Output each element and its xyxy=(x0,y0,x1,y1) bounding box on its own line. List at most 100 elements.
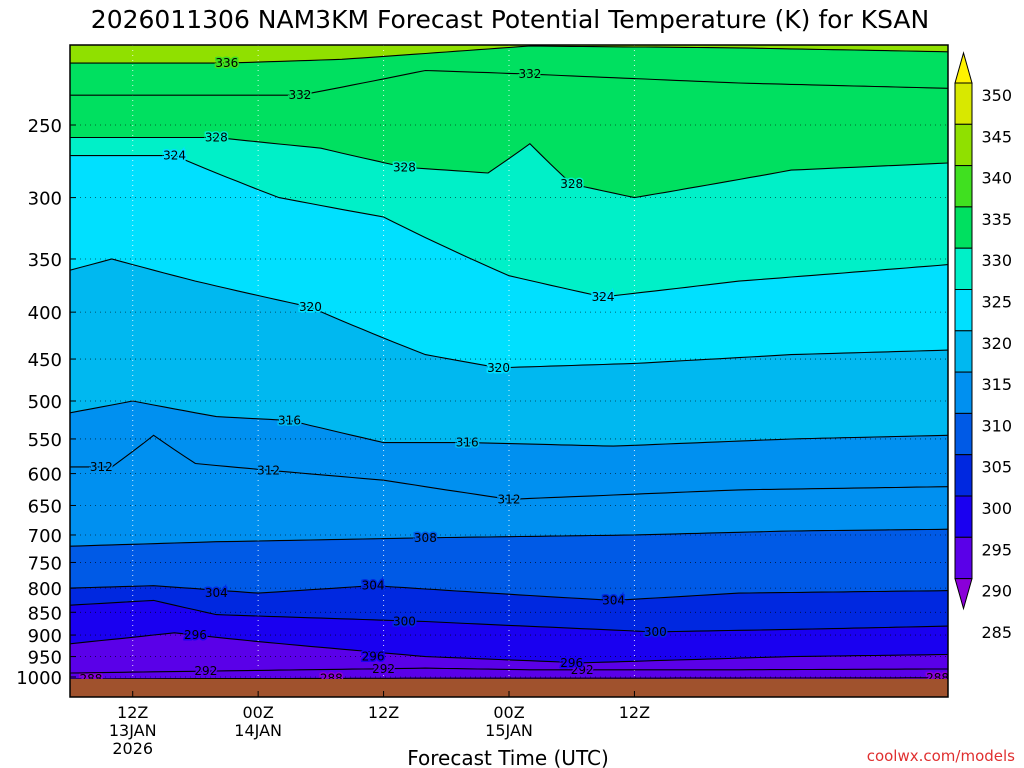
pressure-axis: 2503003504004505005506006507007508008509… xyxy=(16,116,76,689)
x-tick-label-60-0: 12Z xyxy=(619,703,650,722)
colorbar-label-290: 290 xyxy=(981,582,1012,601)
contour-332 xyxy=(70,69,948,96)
y-tick-label-400: 400 xyxy=(28,303,62,324)
contour-300 xyxy=(70,599,948,633)
y-tick-label-750: 750 xyxy=(28,553,62,574)
contour-292 xyxy=(70,667,948,674)
contour-label-308-0: 308 xyxy=(414,531,437,545)
contour-label-296-0: 296 xyxy=(184,628,207,642)
x-tick-label-12-1: 13JAN xyxy=(109,721,157,740)
contour-label-300-0: 300 xyxy=(393,615,416,629)
contour-304 xyxy=(70,585,948,601)
contour-label-316-0: 316 xyxy=(278,413,301,427)
colorbar-box-1 xyxy=(954,123,973,167)
colorbar-label-305: 305 xyxy=(981,458,1012,477)
colorbar-box-4 xyxy=(954,247,973,290)
y-tick-label-900: 900 xyxy=(28,626,62,647)
colorbar-bottom-arrow xyxy=(954,578,973,611)
contour-296 xyxy=(70,632,948,664)
colorbar-box-10 xyxy=(954,495,973,538)
colorbar-label-330: 330 xyxy=(981,251,1012,270)
y-tick-label-450: 450 xyxy=(28,350,62,371)
colorbar-label-300: 300 xyxy=(981,499,1012,518)
contour-label-336-0: 336 xyxy=(215,56,238,70)
contour-344 xyxy=(70,34,948,40)
y-tick-label-850: 850 xyxy=(28,603,62,624)
y-tick-label-1000: 1000 xyxy=(16,668,62,689)
y-tick-label-650: 650 xyxy=(28,496,62,517)
contour-label-292-2: 292 xyxy=(571,663,594,677)
contour-288 xyxy=(70,677,948,680)
colorbar-label-320: 320 xyxy=(981,334,1012,353)
y-tick-label-350: 350 xyxy=(28,250,62,271)
y-tick-label-500: 500 xyxy=(28,392,62,413)
y-tick-label-300: 300 xyxy=(28,189,62,210)
colorbar-box-7 xyxy=(954,371,973,414)
x-tick-label-24-1: 14JAN xyxy=(234,721,282,740)
contour-label-304-0: 304 xyxy=(205,586,228,600)
contour-316 xyxy=(70,400,948,447)
contour-label-296-1: 296 xyxy=(362,650,385,664)
contour-label-332-1: 332 xyxy=(518,67,541,81)
colorbar-label-295: 295 xyxy=(981,540,1012,559)
contour-label-324-0: 324 xyxy=(163,149,186,163)
x-tick-label-12-0: 12Z xyxy=(117,703,148,722)
y-tick-label-800: 800 xyxy=(28,579,62,600)
x-tick-label-48-0: 00Z xyxy=(493,703,524,722)
contour-label-320-1: 320 xyxy=(487,361,510,375)
colorbar-box-9 xyxy=(954,454,973,497)
x-tick-label-48-1: 15JAN xyxy=(485,721,533,740)
colorbar-box-3 xyxy=(954,206,973,249)
colorbar-top-arrow xyxy=(954,51,973,84)
y-tick-label-950: 950 xyxy=(28,648,62,669)
contour-label-292-0: 292 xyxy=(194,664,217,678)
contour-320 xyxy=(70,258,948,369)
x-axis-label: Forecast Time (UTC) xyxy=(407,746,609,768)
colorbar-box-8 xyxy=(954,412,973,456)
contour-label-312-0: 312 xyxy=(90,460,113,474)
ground-surface xyxy=(70,679,948,697)
credit-text: coolwx.com/models xyxy=(867,747,1015,765)
contour-label-332-0: 332 xyxy=(288,88,311,102)
x-tick-label-12-2: 2026 xyxy=(112,739,153,758)
contour-label-312-1: 312 xyxy=(257,463,280,477)
colorbar-box-11 xyxy=(954,536,973,580)
grid-lines xyxy=(70,45,948,697)
contour-308 xyxy=(70,528,948,547)
colorbar-label-325: 325 xyxy=(981,293,1012,312)
contour-label-312-2: 312 xyxy=(498,492,521,506)
contour-label-328-0: 328 xyxy=(205,131,228,145)
colorbar-label-340: 340 xyxy=(981,169,1012,188)
contour-label-320-0: 320 xyxy=(299,300,322,314)
colorbar-box-2 xyxy=(954,165,973,208)
contour-324 xyxy=(70,155,948,298)
colorbar-label-285: 285 xyxy=(981,623,1012,642)
colorbar-box-5 xyxy=(954,289,973,332)
colorbar-label-350: 350 xyxy=(981,86,1012,105)
colorbar-label-310: 310 xyxy=(981,416,1012,435)
contour-label-296-2: 296 xyxy=(560,656,583,670)
contour-label-328-1: 328 xyxy=(393,160,416,174)
colorbar-label-335: 335 xyxy=(981,210,1012,229)
x-tick-label-24-0: 00Z xyxy=(242,703,273,722)
contour-label-304-1: 304 xyxy=(362,579,385,593)
y-tick-label-700: 700 xyxy=(28,526,62,547)
y-tick-label-550: 550 xyxy=(28,430,62,451)
colorbar: 350 345 340 335 330 325 320 315 310 305 300 295 290 2… xyxy=(954,51,1012,642)
contour-label-324-1: 324 xyxy=(592,290,615,304)
colorbar-box-0 xyxy=(954,82,973,125)
y-tick-label-600: 600 xyxy=(28,465,62,486)
colorbar-label-315: 315 xyxy=(981,375,1012,394)
contour-336 xyxy=(70,45,948,64)
x-tick-label-36-0: 12Z xyxy=(368,703,399,722)
contour-label-292-1: 292 xyxy=(372,662,395,676)
y-tick-label-250: 250 xyxy=(28,116,62,137)
contour-312 xyxy=(70,434,948,500)
contour-label-316-1: 316 xyxy=(456,436,479,450)
contour-label-300-1: 300 xyxy=(644,625,667,639)
chart-title: 2026011306 NAM3KM Forecast Potential Tem… xyxy=(91,5,929,34)
contour-328 xyxy=(70,136,948,199)
